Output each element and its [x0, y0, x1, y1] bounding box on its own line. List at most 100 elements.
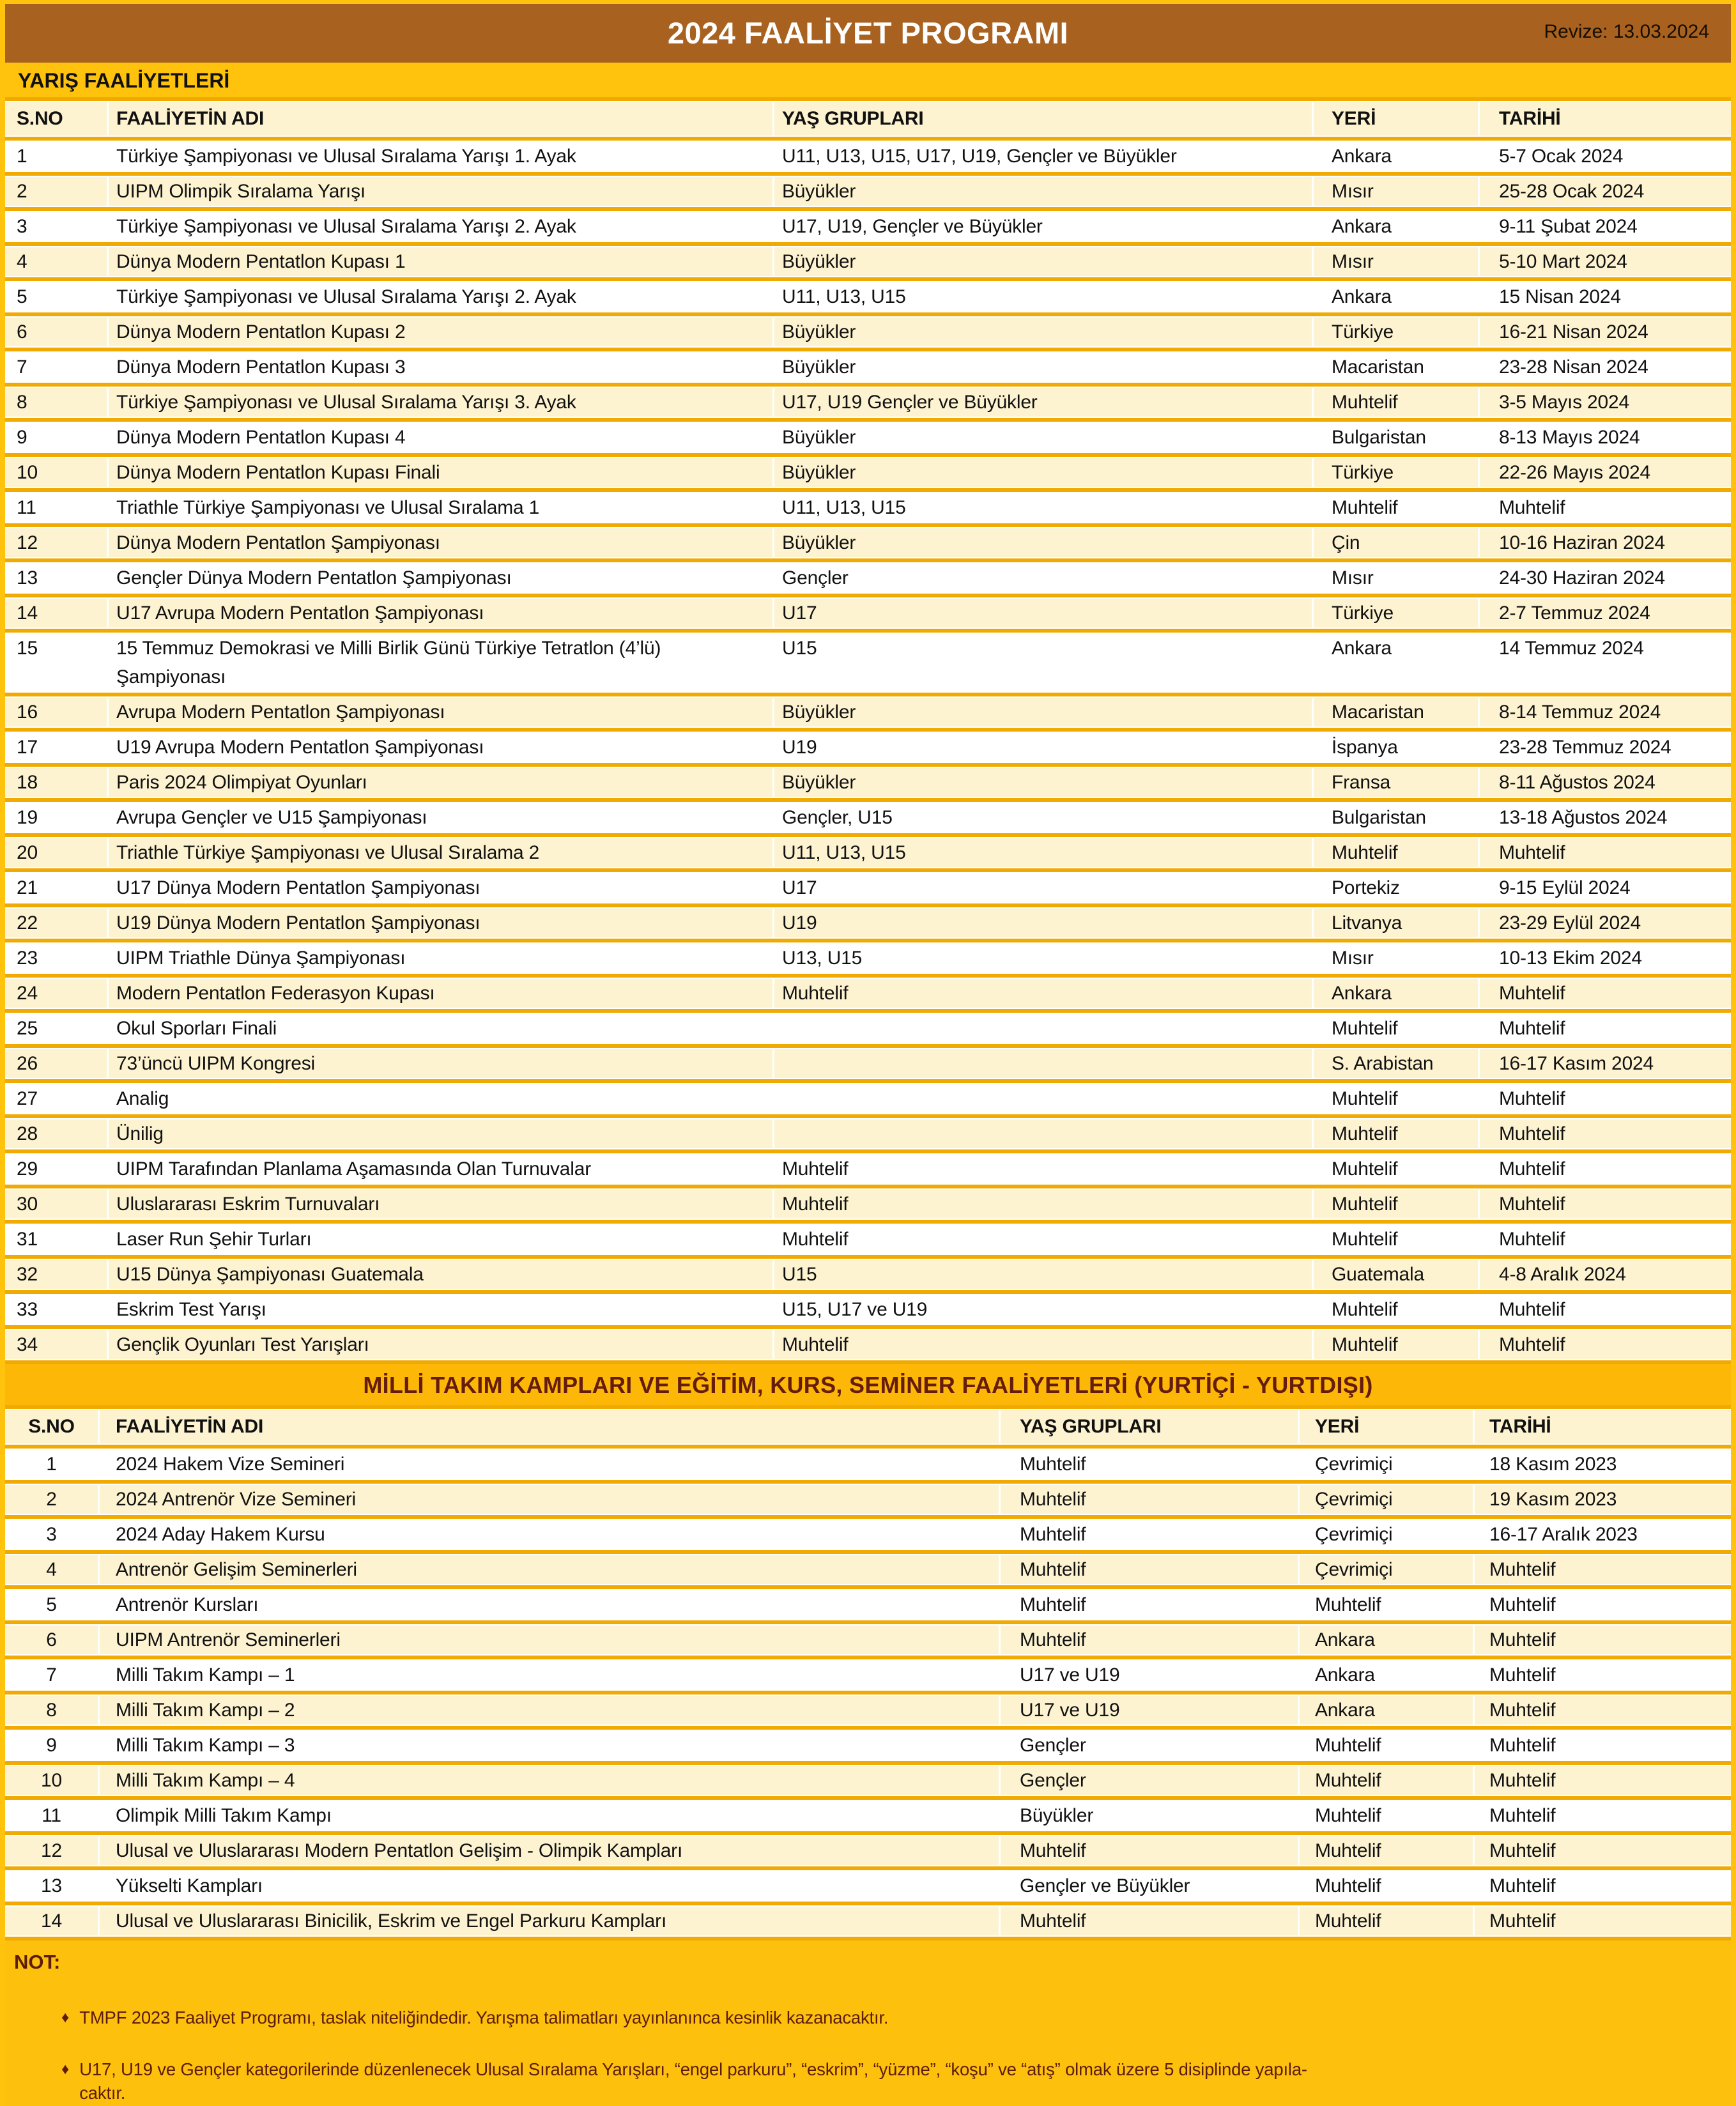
cell-activity-name: U15 Dünya Şampiyonası Guatemala	[109, 1260, 774, 1289]
cell-sno: 2	[5, 177, 109, 206]
cell-date: Muhtelif	[1489, 1875, 1556, 1896]
cell-age-groups: Muhtelif	[1001, 1485, 1300, 1514]
cell-place: Portekiz	[1314, 873, 1480, 902]
cell-sno: 7	[5, 353, 109, 381]
cell-date: 15 Nisan 2024	[1499, 286, 1621, 307]
cell-activity-name: Milli Takım Kampı – 2	[100, 1696, 1001, 1725]
cell-sno: 26	[5, 1049, 109, 1078]
table-row: 7 Dünya Modern Pentatlon Kupası 3 Büyükler…	[5, 353, 1731, 381]
cell-sno: 3	[5, 212, 109, 241]
cell-age-groups: U17	[774, 873, 1314, 902]
cell-age-groups: U11, U13, U15	[774, 493, 1314, 522]
cell-place: S. Arabistan	[1314, 1049, 1480, 1078]
table-row: 29 UIPM Tarafından Planlama Aşamasında Ol…	[5, 1155, 1731, 1183]
cell-activity-name: Paris 2024 Olimpiyat Oyunları	[109, 768, 774, 797]
cell-date: Muhtelif	[1499, 1158, 1565, 1180]
cell-place: Muhtelif	[1314, 1014, 1480, 1043]
cell-age-groups	[774, 1014, 1314, 1043]
table-row: 16 Avrupa Modern Pentatlon Şampiyonası Büy…	[5, 698, 1731, 726]
table-row: 13 Yükselti Kampları Gençler ve Büyükler Mu…	[5, 1872, 1731, 1900]
cell-activity-name: 73’üncü UIPM Kongresi	[109, 1049, 774, 1078]
cell-sno: 6	[5, 318, 109, 346]
table-row: 12 Ulusal ve Uluslararası Modern Pentatlo…	[5, 1836, 1731, 1865]
cell-age-groups: Büyükler	[774, 353, 1314, 381]
table-row: 7 Milli Takım Kampı – 1 U17 ve U19 Ankara Mu…	[5, 1661, 1731, 1689]
cell-date: Muhtelif	[1489, 1770, 1556, 1791]
cell-age-groups: U17	[774, 599, 1314, 627]
cell-sno: 22	[5, 909, 109, 937]
cell-date: 23-28 Nisan 2024	[1499, 357, 1648, 378]
cell-sno: 20	[5, 838, 109, 867]
cell-activity-name: Triathle Türkiye Şampiyonası ve Ulusal S…	[109, 838, 774, 867]
cell-place: Türkiye	[1314, 458, 1480, 487]
cell-age-groups: U19	[774, 733, 1314, 762]
cell-place: Muhtelif	[1314, 1330, 1480, 1359]
cell-place: Ankara	[1314, 212, 1480, 241]
table-row: 12 Dünya Modern Pentatlon Şampiyonası Büyü…	[5, 528, 1731, 557]
section-header-races: YARIŞ FAALİYETLERİ	[5, 63, 1731, 97]
cell-age-groups: U11, U13, U15	[774, 838, 1314, 867]
cell-age-groups: Muhtelif	[1001, 1836, 1300, 1865]
col-header: TARİHİ	[1489, 1416, 1551, 1437]
table-row: 20 Triathle Türkiye Şampiyonası ve Ulusal…	[5, 838, 1731, 867]
table-row: 33 Eskrim Test Yarışı U15, U17 ve U19 Muhte…	[5, 1295, 1731, 1324]
cell-place: Muhtelif	[1300, 1590, 1475, 1619]
cell-sno: 9	[5, 1731, 100, 1760]
cell-sno: 13	[5, 564, 109, 592]
cell-sno: 10	[5, 458, 109, 487]
table-row: 6 Dünya Modern Pentatlon Kupası 2 Büyükler…	[5, 318, 1731, 346]
cell-activity-name: Avrupa Gençler ve U15 Şampiyonası	[109, 803, 774, 832]
cell-place: Muhtelif	[1300, 1836, 1475, 1865]
cell-sno: 8	[5, 1696, 100, 1725]
cell-activity-name: Okul Sporları Finali	[109, 1014, 774, 1043]
cell-place: Mısır	[1314, 944, 1480, 972]
cell-sno: 24	[5, 979, 109, 1008]
table-row: 14 Ulusal ve Uluslararası Binicilik, Eskr…	[5, 1907, 1731, 1935]
cell-sno: 19	[5, 803, 109, 832]
cell-age-groups: Büyükler	[774, 247, 1314, 276]
cell-place: Muhtelif	[1314, 1084, 1480, 1113]
cell-age-groups: Gençler, U15	[774, 803, 1314, 832]
cell-sno: 14	[5, 599, 109, 627]
cell-age-groups: Muhtelif	[1001, 1555, 1300, 1584]
cell-age-groups: U15	[774, 1260, 1314, 1289]
cell-sno: 12	[5, 528, 109, 557]
table-row: 19 Avrupa Gençler ve U15 Şampiyonası Gençl…	[5, 803, 1731, 832]
cell-activity-name: Dünya Modern Pentatlon Şampiyonası	[109, 528, 774, 557]
cell-place: Muhtelif	[1300, 1907, 1475, 1935]
cell-place: Macaristan	[1314, 353, 1480, 381]
table-row: 25 Okul Sporları Finali Muhtelif Muhtelif	[5, 1014, 1731, 1043]
note-text: TMPF 2023 Faaliyet Programı, taslak nite…	[79, 2008, 889, 2027]
cell-activity-name: Laser Run Şehir Turları	[109, 1225, 774, 1254]
cell-sno: 17	[5, 733, 109, 762]
cell-sno: 18	[5, 768, 109, 797]
cell-place: Çevrimiçi	[1300, 1485, 1475, 1514]
table-row: 30 Uluslararası Eskrim Turnuvaları Muhteli…	[5, 1190, 1731, 1218]
cell-age-groups: U17, U19, Gençler ve Büyükler	[774, 212, 1314, 241]
cell-place: Muhtelif	[1300, 1801, 1475, 1830]
cell-sno: 5	[5, 1590, 100, 1619]
cell-date: Muhtelif	[1499, 983, 1565, 1004]
cell-place: Muhtelif	[1300, 1872, 1475, 1900]
cell-date: Muhtelif	[1489, 1700, 1556, 1721]
table-row: 8 Türkiye Şampiyonası ve Ulusal Sıralama …	[5, 388, 1731, 417]
cell-age-groups: Muhtelif	[1001, 1626, 1300, 1654]
cell-activity-name: U19 Dünya Modern Pentatlon Şampiyonası	[109, 909, 774, 937]
cell-activity-name: Ulusal ve Uluslararası Binicilik, Eskrim…	[100, 1907, 1001, 1935]
cell-date: 23-29 Eylül 2024	[1499, 912, 1641, 934]
cell-place: Muhtelif	[1314, 493, 1480, 522]
cell-place: Muhtelif	[1314, 1295, 1480, 1324]
table-row: 22 U19 Dünya Modern Pentatlon Şampiyonası…	[5, 909, 1731, 937]
cell-sno: 1	[5, 1450, 100, 1479]
cell-place: Türkiye	[1314, 599, 1480, 627]
table-row: 26 73’üncü UIPM Kongresi S. Arabistan 16-17…	[5, 1049, 1731, 1078]
cell-date: Muhtelif	[1499, 1123, 1565, 1144]
cell-sno: 32	[5, 1260, 109, 1289]
cell-activity-name: Antrenör Kursları	[100, 1590, 1001, 1619]
table-row: 27 Analig Muhtelif Muhtelif	[5, 1084, 1731, 1113]
cell-activity-name: 15 Temmuz Demokrasi ve Milli Birlik Günü…	[109, 634, 774, 691]
cell-age-groups: Büyükler	[774, 177, 1314, 206]
table-row: 28 Ünilig Muhtelif Muhtelif	[5, 1119, 1731, 1148]
cell-place: Ankara	[1300, 1661, 1475, 1689]
cell-place: Muhtelif	[1314, 1190, 1480, 1218]
